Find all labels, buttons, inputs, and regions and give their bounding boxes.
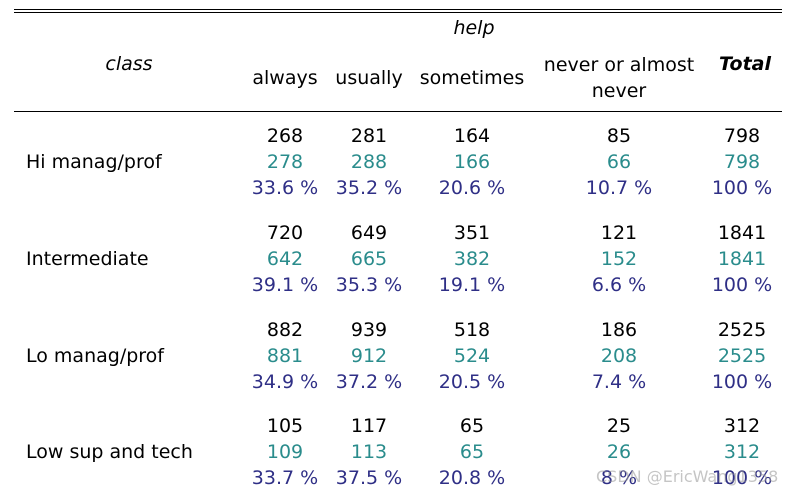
observed-cell: 186: [600, 319, 638, 341]
percent-cell: 33.6 %: [251, 177, 319, 199]
row-label: Low sup and tech: [26, 441, 193, 463]
observed-cell: 105: [266, 415, 304, 437]
percent-cell: 19.1 %: [438, 274, 506, 296]
column-header-total: Total: [719, 53, 771, 75]
row-label: Hi manag/prof: [26, 151, 162, 173]
observed-cell: 164: [453, 125, 491, 147]
percent-cell: 39.1 %: [251, 274, 319, 296]
expected-cell: 288: [350, 151, 388, 173]
expected-cell: 65: [459, 441, 485, 463]
column-header-sometimes: sometimes: [419, 67, 525, 89]
expected-cell: 66: [606, 151, 632, 173]
expected-cell: 312: [723, 441, 761, 463]
percent-cell: 35.2 %: [335, 177, 403, 199]
observed-cell: 882: [266, 319, 304, 341]
observed-cell: 268: [266, 125, 304, 147]
percent-cell: 20.6 %: [438, 177, 506, 199]
expected-cell: 1841: [717, 248, 767, 270]
percent-cell: 37.5 %: [335, 467, 403, 489]
percent-cell: 100 %: [711, 371, 773, 393]
observed-cell: 117: [350, 415, 388, 437]
percent-cell: 35.3 %: [335, 274, 403, 296]
expected-cell: 26: [606, 441, 632, 463]
observed-cell: 351: [453, 222, 491, 244]
observed-cell: 939: [350, 319, 388, 341]
percent-cell: 100 %: [711, 274, 773, 296]
expected-cell: 166: [453, 151, 491, 173]
expected-cell: 278: [266, 151, 304, 173]
column-header-always: always: [252, 67, 318, 89]
expected-cell: 208: [600, 345, 638, 367]
column-header-usually: usually: [335, 67, 403, 89]
expected-cell: 382: [453, 248, 491, 270]
percent-cell: 10.7 %: [585, 177, 653, 199]
percent-cell: 100 %: [711, 177, 773, 199]
percent-cell: 100 %: [711, 467, 773, 489]
percent-cell: 34.9 %: [251, 371, 319, 393]
percent-cell: 37.2 %: [335, 371, 403, 393]
observed-cell: 85: [606, 125, 632, 147]
expected-cell: 912: [350, 345, 388, 367]
percent-cell: 8 %: [600, 467, 638, 489]
observed-cell: 25: [606, 415, 632, 437]
observed-cell: 312: [723, 415, 761, 437]
percent-cell: 20.8 %: [438, 467, 506, 489]
watermark: CSDN @EricWang1358: [596, 467, 779, 486]
expected-cell: 2525: [717, 345, 767, 367]
observed-cell: 121: [600, 222, 638, 244]
row-label: Intermediate: [26, 248, 149, 270]
expected-cell: 881: [266, 345, 304, 367]
expected-cell: 152: [600, 248, 638, 270]
observed-cell: 649: [350, 222, 388, 244]
observed-cell: 720: [266, 222, 304, 244]
row-label: Lo manag/prof: [26, 345, 164, 367]
header-divider: [14, 111, 782, 112]
observed-cell: 65: [459, 415, 485, 437]
observed-cell: 518: [453, 319, 491, 341]
row-variable-header: class: [105, 53, 153, 75]
table-top-rule: [14, 9, 782, 10]
expected-cell: 113: [350, 441, 388, 463]
percent-cell: 33.7 %: [251, 467, 319, 489]
percent-cell: 6.6 %: [591, 274, 647, 296]
expected-cell: 798: [723, 151, 761, 173]
observed-cell: 798: [723, 125, 761, 147]
observed-cell: 2525: [717, 319, 767, 341]
observed-cell: 1841: [717, 222, 767, 244]
observed-cell: 281: [350, 125, 388, 147]
percent-cell: 7.4 %: [591, 371, 647, 393]
percent-cell: 20.5 %: [438, 371, 506, 393]
table-top-rule-2: [14, 12, 782, 13]
expected-cell: 642: [266, 248, 304, 270]
expected-cell: 665: [350, 248, 388, 270]
column-header-never: never or almost never: [543, 54, 695, 102]
expected-cell: 524: [453, 345, 491, 367]
expected-cell: 109: [266, 441, 304, 463]
column-variable-header: help: [453, 17, 495, 39]
